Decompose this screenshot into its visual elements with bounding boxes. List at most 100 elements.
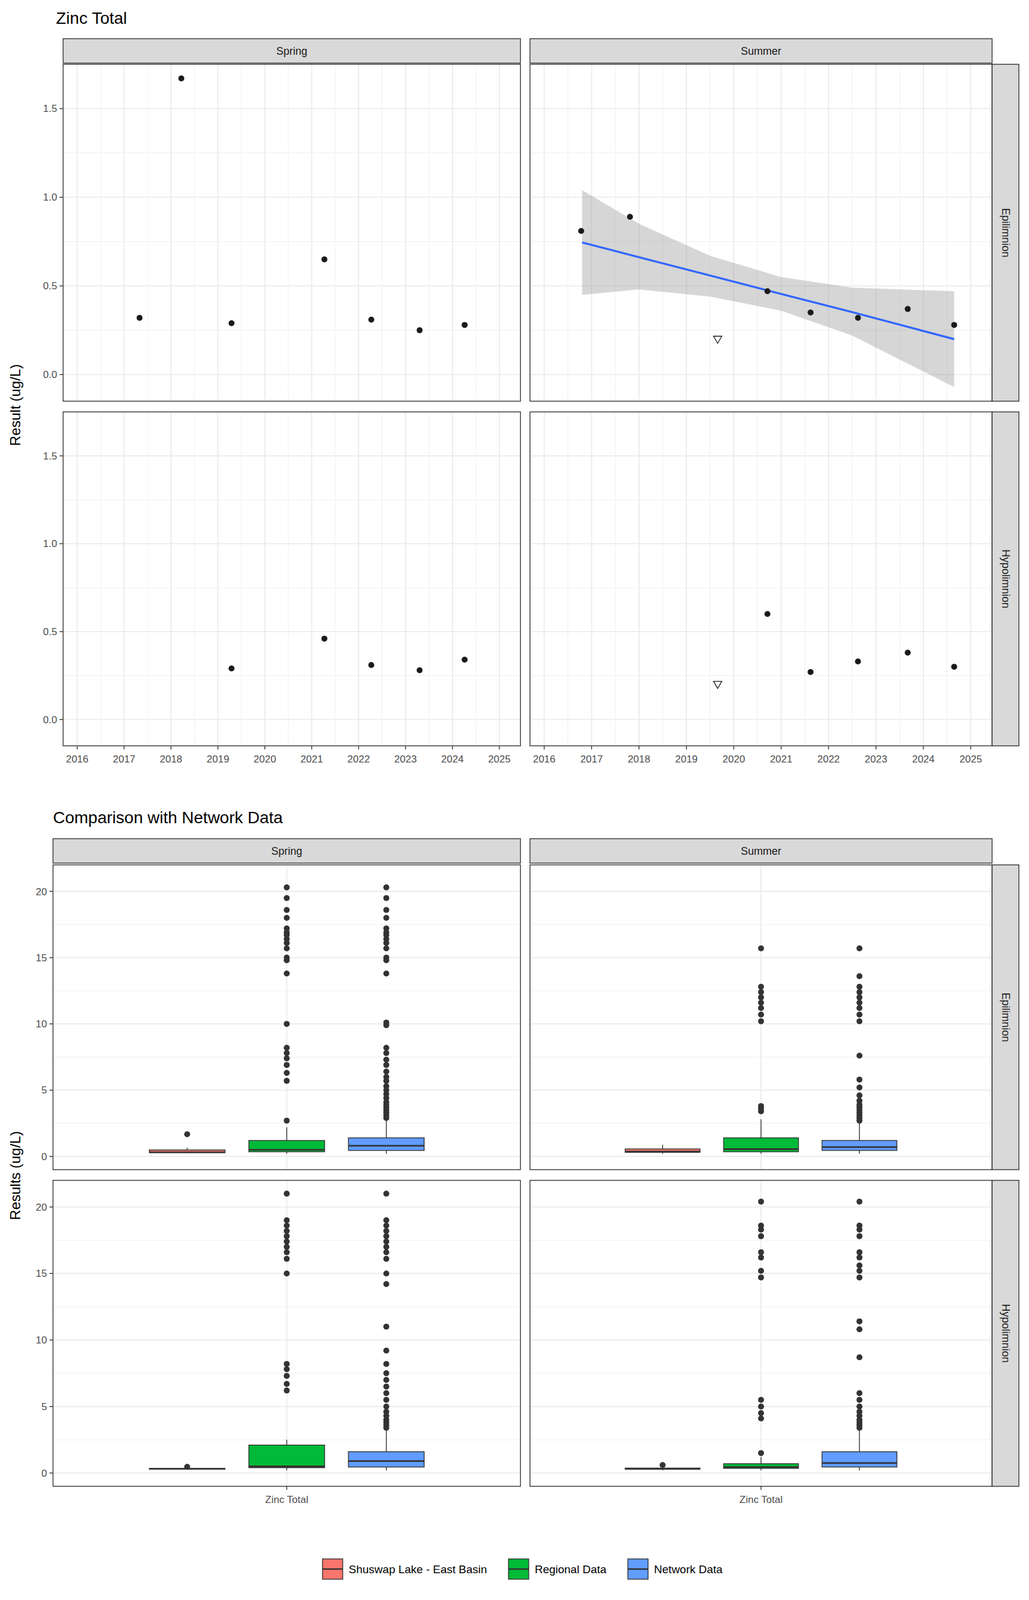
grid-line [76, 64, 79, 402]
minor-grid-line [241, 412, 242, 747]
grid-line [733, 412, 735, 747]
data-group [625, 1199, 897, 1471]
minor-grid-line [615, 412, 616, 747]
outlier [383, 1404, 390, 1411]
data-group [149, 884, 425, 1155]
outlier [284, 1249, 291, 1256]
confidence-band [582, 190, 955, 388]
outlier [284, 884, 291, 891]
strip-label: Summer [740, 45, 782, 58]
outlier [383, 1190, 390, 1197]
y-tick-label: 10 [35, 1335, 48, 1347]
minor-grid-line [63, 329, 521, 331]
point [627, 213, 634, 220]
outlier [856, 1404, 863, 1411]
whisker-lower [859, 1467, 860, 1472]
outlier [856, 1326, 863, 1333]
outlier [758, 1416, 765, 1423]
data-group [136, 75, 468, 334]
outlier [383, 1233, 390, 1240]
minor-grid-line [100, 412, 101, 747]
legend-label: Shuswap Lake - East Basin [348, 1563, 488, 1577]
point [416, 667, 423, 674]
outlier [383, 1391, 390, 1398]
background [0, 0, 1029, 1600]
grid-line [638, 412, 640, 747]
whisker-upper [662, 1145, 663, 1150]
outlier [284, 907, 291, 914]
grid-line [529, 631, 993, 633]
outlier [856, 1397, 863, 1404]
outlier [284, 1373, 291, 1380]
minor-grid-line [852, 64, 853, 402]
minor-grid-line [63, 152, 521, 154]
outlier [383, 1397, 390, 1404]
grid-line [686, 64, 688, 402]
trend-line [582, 242, 955, 339]
strip-label: Spring [276, 45, 308, 58]
panel-background [52, 865, 521, 1171]
minor-grid-line [428, 64, 430, 402]
minor-grid-line [756, 64, 758, 402]
minor-grid-line [241, 64, 242, 402]
x-tick [404, 746, 406, 750]
whisker-lower [859, 1151, 860, 1155]
panel-background [529, 1180, 993, 1487]
data-group [713, 611, 957, 689]
y-tick-label: 0.5 [42, 626, 58, 638]
outlier [383, 1256, 390, 1263]
outlier [383, 1239, 390, 1246]
y-tick [59, 285, 64, 287]
box [248, 1140, 325, 1153]
strip-label: Summer [740, 845, 782, 858]
median [248, 1466, 325, 1468]
point [178, 75, 185, 82]
x-tick [970, 746, 971, 750]
outlier [758, 1223, 765, 1230]
outlier [383, 1348, 390, 1355]
x-tick-label: 2020 [722, 753, 745, 766]
y-tick [49, 1473, 53, 1474]
y-tick-label: 0.0 [42, 714, 58, 726]
y-tick [49, 1207, 53, 1208]
x-tick [733, 746, 735, 750]
y-tick [49, 891, 53, 893]
outlier [383, 1223, 390, 1230]
y-tick-label: 20 [35, 886, 48, 898]
minor-grid-line [709, 64, 711, 402]
outlier [284, 1361, 291, 1368]
outlier [856, 973, 863, 980]
point [764, 288, 771, 295]
box [821, 1452, 897, 1468]
outlier [856, 1077, 863, 1084]
outlier [284, 1228, 291, 1235]
point [578, 228, 585, 235]
outlier [856, 1098, 863, 1105]
x-tick [311, 746, 313, 750]
grid-line [63, 631, 521, 633]
outlier [856, 1263, 863, 1269]
y-axis-title: Result (ug/L) [7, 364, 24, 447]
outlier [383, 971, 390, 978]
grid-line [499, 412, 501, 747]
box [821, 1140, 897, 1152]
legend-key-median [627, 1569, 648, 1571]
legend-key-median [508, 1569, 529, 1571]
strip-label: Hypolimnion [999, 1304, 1012, 1364]
panel-background [529, 64, 993, 402]
point [321, 256, 328, 263]
minor-grid-line [899, 412, 900, 747]
box [723, 1138, 799, 1153]
outlier [856, 1274, 863, 1281]
x-tick [217, 746, 218, 750]
outlier [284, 1118, 291, 1125]
panel: 2016201720182019202020212022202320242025… [42, 412, 521, 766]
outlier [856, 1255, 863, 1262]
y-tick [59, 374, 64, 376]
outlier [284, 1256, 291, 1263]
minor-grid-line [147, 412, 148, 747]
x-tick [264, 746, 265, 750]
outlier [284, 1050, 291, 1057]
outlier [758, 1018, 765, 1025]
outlier [383, 1377, 390, 1384]
